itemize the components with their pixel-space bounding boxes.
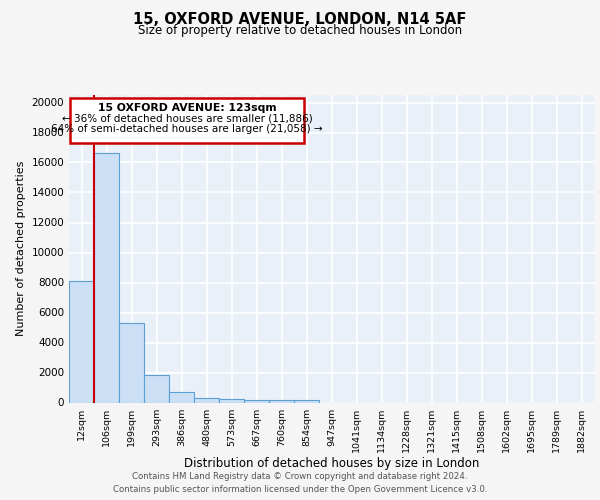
Text: ← 36% of detached houses are smaller (11,886): ← 36% of detached houses are smaller (11… [62, 114, 312, 124]
Bar [294, 400, 319, 402]
Bar [94, 154, 119, 402]
X-axis label: Distribution of detached houses by size in London: Distribution of detached houses by size … [184, 458, 479, 470]
Y-axis label: Number of detached properties: Number of detached properties [16, 161, 26, 336]
Bar [219, 399, 244, 402]
Bar [69, 281, 94, 402]
Bar [269, 400, 294, 402]
Bar [244, 400, 269, 402]
Bar [169, 392, 194, 402]
Text: Contains HM Land Registry data © Crown copyright and database right 2024.
Contai: Contains HM Land Registry data © Crown c… [113, 472, 487, 494]
Bar [144, 375, 169, 402]
Text: Size of property relative to detached houses in London: Size of property relative to detached ho… [138, 24, 462, 37]
Text: 15 OXFORD AVENUE: 123sqm: 15 OXFORD AVENUE: 123sqm [98, 103, 276, 113]
Text: 15, OXFORD AVENUE, LONDON, N14 5AF: 15, OXFORD AVENUE, LONDON, N14 5AF [133, 12, 467, 28]
Bar [119, 323, 144, 402]
FancyBboxPatch shape [70, 98, 304, 143]
Text: 64% of semi-detached houses are larger (21,058) →: 64% of semi-detached houses are larger (… [51, 124, 323, 134]
Bar [194, 398, 219, 402]
